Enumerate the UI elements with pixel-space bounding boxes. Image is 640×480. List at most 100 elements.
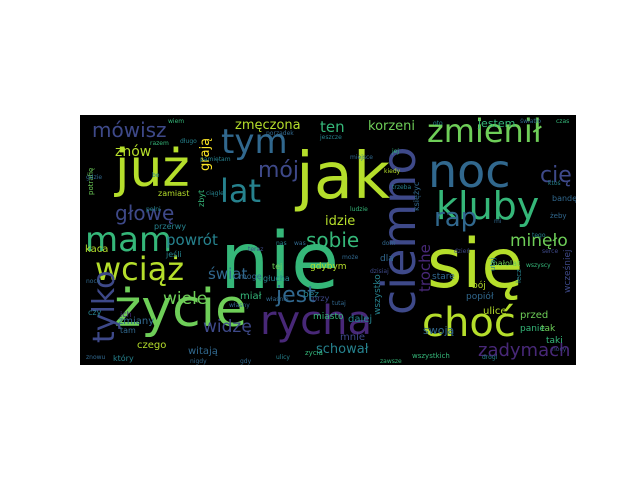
cloud-word: tutaj: [332, 300, 346, 307]
cloud-word: wszyscy: [526, 262, 551, 269]
cloud-word: przerwy: [154, 222, 187, 231]
cloud-word: czy: [88, 308, 102, 317]
cloud-word: nigdy: [190, 358, 207, 365]
cloud-word: jeśli: [166, 250, 182, 259]
cloud-word: czego: [137, 340, 167, 351]
cloud-word: jak: [296, 140, 391, 214]
cloud-word: rap: [434, 203, 478, 233]
cloud-word: żeby: [550, 212, 567, 220]
cloud-word: lat: [220, 172, 262, 210]
cloud-word: wszystko: [373, 274, 383, 315]
cloud-word: trzeba: [392, 184, 412, 191]
cloud-word: cię: [540, 163, 572, 188]
cloud-word: pamiętam: [200, 156, 231, 163]
cloud-word: zmienił: [427, 115, 542, 150]
cloud-word: widzę: [203, 317, 252, 337]
cloud-word: mówisz: [92, 118, 167, 142]
cloud-word: bo: [152, 172, 160, 179]
cloud-word: dzień: [454, 248, 471, 255]
cloud-word: dalej: [348, 314, 373, 325]
cloud-word: miasto: [313, 312, 344, 322]
cloud-word: kluby: [436, 184, 540, 228]
cloud-word: ulicy: [276, 354, 290, 361]
cloud-word: powrót: [166, 231, 218, 249]
cloud-word: troche: [416, 244, 434, 292]
cloud-word: was: [294, 240, 306, 247]
cloud-word: schował: [316, 342, 369, 357]
cloud-word: znów: [115, 144, 152, 160]
cloud-word: małolat: [490, 259, 521, 268]
cloud-word: bandę: [552, 194, 576, 203]
cloud-word: choć: [422, 300, 516, 346]
cloud-word: się: [427, 225, 524, 304]
cloud-word: dzisiaj: [370, 268, 389, 275]
cloud-word: porządek: [266, 130, 294, 137]
cloud-word: dla: [380, 254, 394, 264]
cloud-word: wiem: [168, 118, 185, 125]
cloud-word: który: [113, 354, 134, 363]
cloud-word: przed: [520, 310, 549, 321]
cloud-word: taki: [546, 336, 563, 346]
cloud-word: noce: [86, 278, 101, 285]
cloud-word: panie: [520, 324, 545, 334]
cloud-word: jest: [276, 283, 316, 308]
cloud-word: mogę: [239, 272, 262, 281]
cloud-word: mi: [494, 218, 502, 225]
cloud-word: przy: [312, 294, 330, 303]
cloud-word: ich: [120, 310, 132, 319]
cloud-word: gdzie: [86, 174, 103, 181]
cloud-word: miejsce: [350, 154, 373, 161]
cloud-word: tej: [272, 262, 283, 271]
cloud-word: korzeni: [368, 119, 416, 134]
cloud-word: bez: [303, 290, 319, 300]
cloud-word: noc: [428, 144, 511, 198]
cloud-word: zmiany: [118, 316, 155, 327]
cloud-word: znowu: [86, 354, 106, 361]
cloud-word: ktoś: [548, 180, 561, 187]
cloud-word: nas: [276, 240, 287, 247]
cloud-word: mam: [85, 220, 173, 260]
cloud-word: pełni: [146, 206, 161, 213]
cloud-word: tego: [532, 232, 546, 239]
cloud-word: kiedy: [384, 168, 401, 175]
cloud-word: zawsze: [380, 358, 402, 365]
cloud-word: idzie: [325, 214, 356, 229]
cloud-word: popiół: [466, 292, 494, 302]
cloud-word: długo: [180, 138, 197, 145]
cloud-word: potrafię: [87, 167, 95, 195]
cloud-word: witają: [188, 346, 218, 357]
cloud-word: głowę: [115, 201, 175, 225]
cloud-word: miał: [240, 291, 262, 302]
cloud-word: sobie: [306, 228, 360, 252]
cloud-word: swoją: [423, 324, 455, 337]
cloud-word: mój: [258, 158, 300, 183]
cloud-word: zamiast: [158, 189, 190, 198]
cloud-word: lecz: [515, 269, 523, 283]
cloud-word: razem: [150, 140, 169, 147]
cloud-word: tym: [221, 122, 288, 162]
cloud-word: rycha: [260, 298, 372, 344]
cloud-word: tam: [120, 326, 136, 335]
cloud-word: zadymach: [478, 340, 571, 361]
cloud-word: utaj: [489, 257, 497, 271]
cloud-word: oto: [433, 120, 443, 127]
cloud-word: zmęczona: [235, 118, 301, 133]
cloud-word: minęło: [510, 231, 568, 251]
cloud-word: właśnie: [266, 296, 289, 303]
cloud-word: bój: [472, 281, 486, 291]
cloud-word: jeszcze: [320, 134, 342, 141]
cloud-word: zycia: [305, 349, 323, 357]
cloud-word: ten: [320, 118, 345, 136]
cloud-word: grają: [198, 137, 213, 171]
cloud-word: mnie: [340, 332, 366, 343]
cloud-word: własny: [229, 302, 250, 309]
cloud-word: serce: [542, 248, 559, 255]
cloud-word: nie: [220, 217, 340, 307]
cloud-word: czas: [556, 118, 570, 125]
cloud-word: wciąż: [95, 250, 185, 288]
cloud-word: jej: [392, 148, 400, 155]
word-cloud: nie jak się już życie ciemno noc rycha choć kluby…: [80, 115, 576, 365]
cloud-word: ulice: [483, 306, 507, 317]
cloud-word: gdybym: [310, 262, 347, 272]
cloud-word: świat: [208, 265, 248, 283]
